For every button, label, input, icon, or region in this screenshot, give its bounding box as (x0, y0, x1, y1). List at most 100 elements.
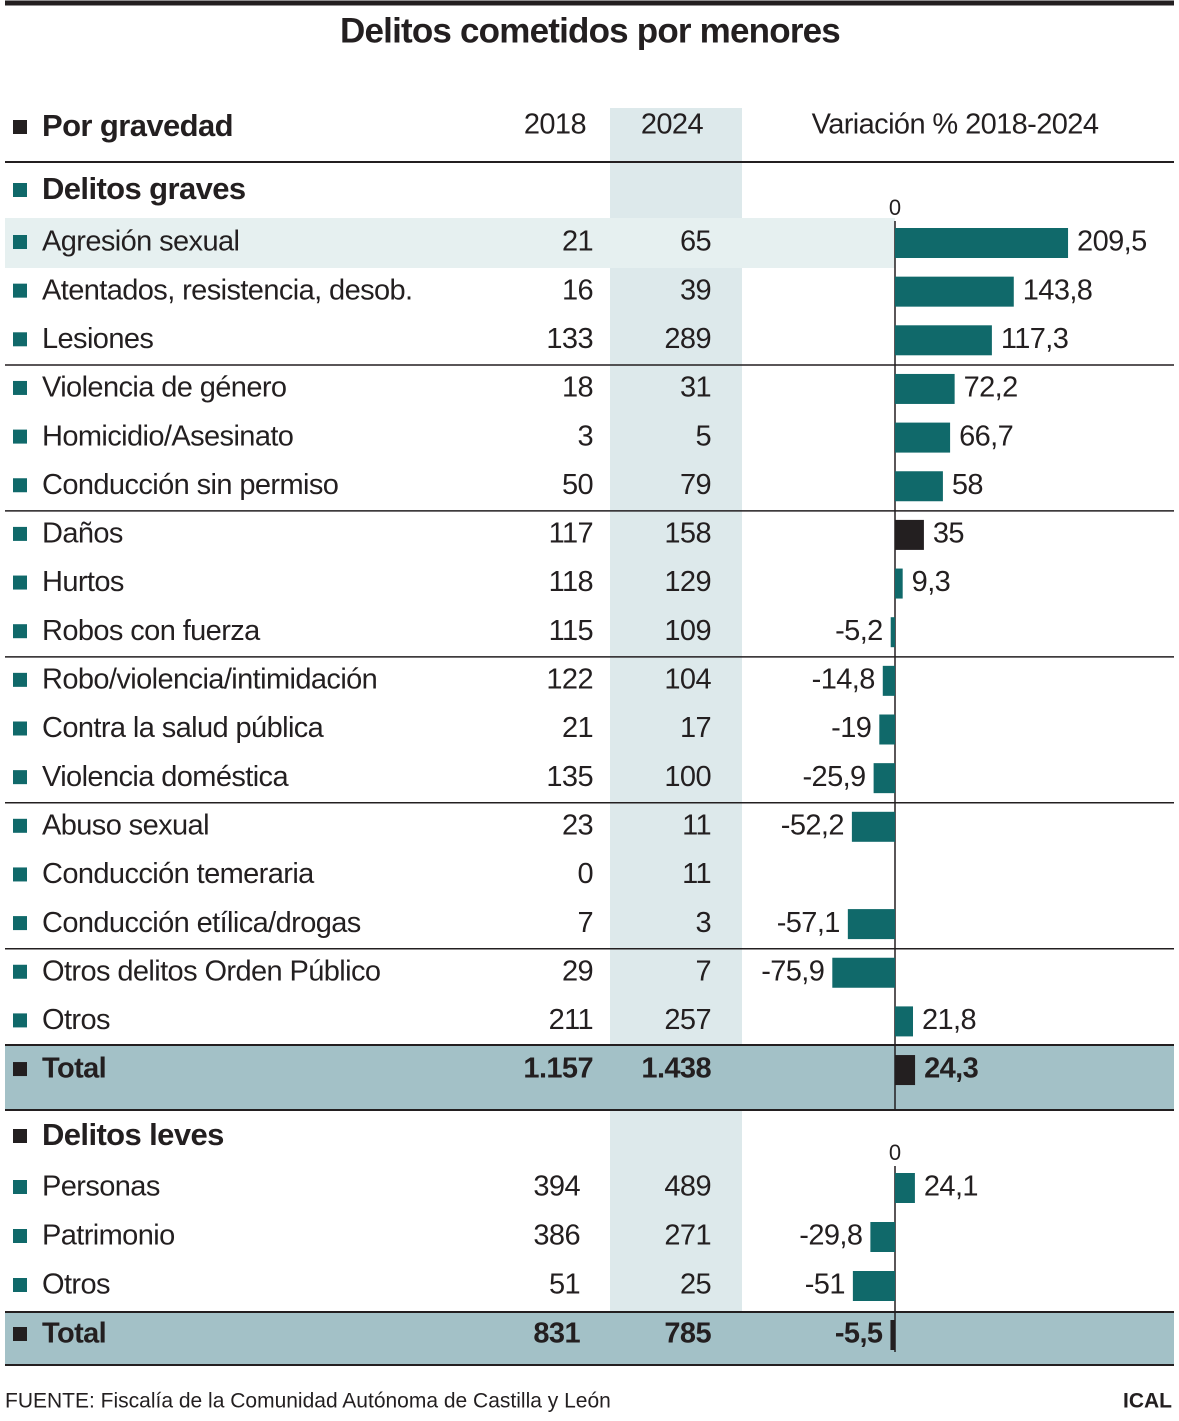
row-label: Daños (42, 518, 123, 550)
row-label: Robo/violencia/intimidación (42, 664, 377, 696)
variation-label: -52,2 (781, 809, 844, 841)
zero-tick-label: 0 (889, 195, 901, 220)
value-2018: 51 (549, 1269, 580, 1301)
row-label: Lesiones (42, 323, 153, 355)
variation-label: 9,3 (912, 566, 951, 598)
variation-label: 143,8 (1023, 274, 1093, 306)
row-label: Hurtos (42, 566, 124, 598)
variation-label: -5,2 (835, 615, 883, 647)
variation-bar (832, 957, 895, 988)
total-band (5, 1045, 1174, 1110)
value-2024: 104 (664, 664, 711, 696)
variation-label: -75,9 (761, 955, 824, 987)
variation-bar (879, 714, 895, 745)
row-label: Robos con fuerza (42, 615, 261, 647)
bullet (13, 770, 27, 785)
group-header: Delitos graves (42, 171, 246, 206)
variation-bar (882, 665, 895, 696)
bullet (13, 1062, 27, 1077)
value-2024: 271 (664, 1220, 711, 1252)
value-2024: 100 (664, 761, 711, 793)
total-2018: 1.157 (523, 1053, 593, 1085)
variation-label: -5,5 (835, 1318, 883, 1350)
value-2018: 117 (549, 518, 593, 550)
bullet (13, 721, 27, 736)
row-label: Conducción etílica/drogas (42, 907, 361, 939)
value-2018: 135 (546, 761, 593, 793)
variation-label: -51 (805, 1269, 845, 1301)
value-2024: 65 (680, 226, 711, 258)
value-2018: 21 (562, 226, 593, 258)
variation-label: 209,5 (1077, 226, 1147, 258)
variation-label: -14,8 (812, 664, 875, 696)
bullet (13, 332, 27, 347)
variation-bar (895, 276, 1014, 307)
variation-label: 58 (952, 469, 983, 501)
row-label: Violencia doméstica (42, 761, 289, 793)
value-2024: 39 (680, 274, 711, 306)
value-2024: 3 (695, 907, 711, 939)
value-2018: 21 (562, 712, 593, 744)
row-label: Agresión sexual (42, 226, 239, 258)
variation-bar (890, 1320, 895, 1350)
row-label: Otros (42, 1269, 110, 1301)
variation-bar (895, 1055, 916, 1086)
bullet (13, 624, 27, 639)
value-2024: 129 (664, 566, 711, 598)
value-2018: 133 (546, 323, 593, 355)
row-label: Conducción temeraria (42, 858, 315, 890)
column-shade (610, 108, 742, 1366)
bullet (13, 283, 27, 298)
value-2018: 18 (562, 372, 593, 404)
variation-label: -19 (831, 712, 871, 744)
value-2024: 7 (695, 955, 711, 987)
variation-bar (895, 228, 1069, 258)
value-2024: 489 (664, 1171, 711, 1203)
variation-bar (895, 471, 943, 502)
bullet (13, 916, 27, 931)
variation-label: 24,3 (924, 1053, 979, 1085)
variation-bar (870, 1222, 895, 1252)
row-label: Violencia de género (42, 372, 286, 404)
value-2018: 122 (546, 664, 593, 696)
bullet (13, 235, 27, 249)
variation-label: 66,7 (959, 420, 1013, 452)
value-2024: 109 (664, 615, 711, 647)
total-label: Total (42, 1318, 106, 1350)
bullet (13, 120, 27, 134)
row-label: Contra la salud pública (42, 712, 325, 744)
variation-label: -57,1 (777, 907, 840, 939)
value-2018: 115 (549, 615, 593, 647)
row-label: Homicidio/Asesinato (42, 420, 293, 452)
bullet (13, 183, 27, 197)
variation-bar (847, 909, 895, 940)
total-label: Total (42, 1053, 106, 1085)
variation-label: 35 (933, 518, 964, 550)
bullet (13, 672, 27, 687)
value-2018: 16 (562, 274, 593, 306)
variation-bar (895, 519, 924, 550)
variation-bar (873, 763, 895, 794)
bullet (13, 1229, 27, 1243)
bullet (13, 1327, 27, 1341)
value-2024: 158 (664, 518, 711, 550)
row-label: Otros (42, 1004, 110, 1036)
brand: ICAL (1123, 1390, 1172, 1413)
variation-bar (895, 373, 955, 404)
variation-bar (851, 811, 895, 842)
source: FUENTE: Fiscalía de la Comunidad Autónom… (5, 1390, 611, 1413)
value-2024: 79 (680, 469, 711, 501)
group-header: Delitos leves (42, 1117, 224, 1152)
total-2024: 785 (664, 1318, 711, 1350)
row-label: Otros delitos Orden Público (42, 955, 380, 987)
column-header: 2024 (641, 109, 704, 141)
value-2024: 11 (682, 809, 711, 841)
row-label: Personas (42, 1171, 160, 1203)
value-2018: 386 (533, 1220, 580, 1252)
variation-label: 117,3 (1001, 323, 1068, 355)
bullet (13, 575, 27, 590)
variation-label: 21,8 (922, 1004, 976, 1036)
bullet (13, 867, 27, 882)
bullet (13, 429, 27, 444)
